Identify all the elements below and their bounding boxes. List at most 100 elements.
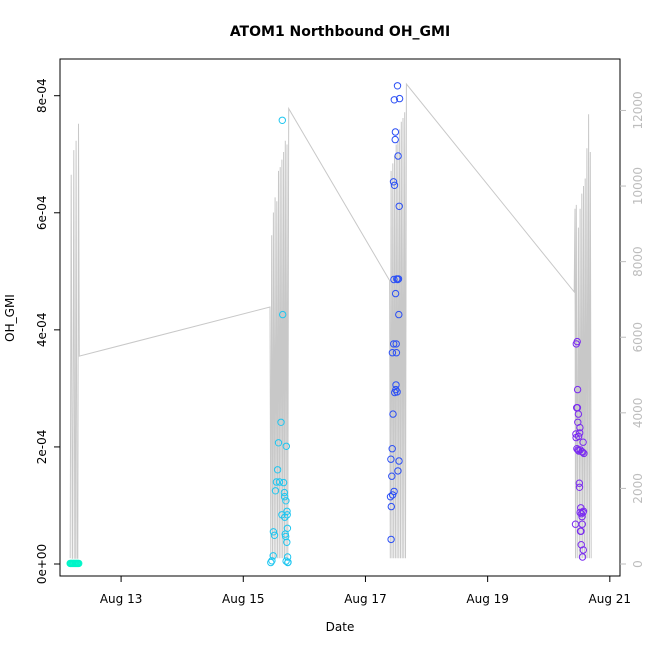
y2-tick-label: 10000 — [631, 167, 645, 205]
data-point — [578, 520, 586, 528]
data-point — [275, 478, 284, 486]
chart-title: ATOM1 Northbound OH_GMI — [230, 24, 450, 40]
y2-tick-label: 12000 — [631, 91, 645, 129]
data-point — [395, 202, 403, 211]
data-point — [579, 438, 587, 446]
data-point — [391, 128, 400, 136]
y2-tick-label: 4000 — [631, 398, 645, 429]
data-point — [391, 289, 400, 298]
data-point — [274, 439, 283, 447]
x-tick-label: Aug 21 — [589, 592, 632, 606]
y-axis: 0e+00 2e-04 4e-04 6e-04 8e-04 — [35, 78, 60, 584]
data-point — [267, 558, 275, 567]
data-point — [392, 381, 400, 389]
data-point — [283, 524, 292, 532]
data-point — [392, 349, 401, 357]
data-point — [394, 275, 402, 284]
data-point — [395, 310, 403, 319]
data-point — [389, 178, 398, 186]
data-point — [576, 508, 584, 517]
plot-frame — [59, 58, 621, 577]
data-point — [575, 483, 584, 491]
data-point — [283, 553, 292, 561]
data-point — [388, 491, 397, 499]
y2-tick-label: 8000 — [631, 246, 645, 277]
data-point — [388, 445, 396, 453]
y-axis-label: OH_GMI — [3, 294, 17, 342]
data-point — [574, 410, 583, 418]
data-point — [579, 448, 587, 456]
data-point — [269, 552, 277, 560]
y-tick-label: 8e-04 — [35, 78, 49, 113]
x-axis: Aug 13 Aug 15 Aug 17 Aug 19 Aug 21 — [100, 575, 632, 606]
data-point — [573, 385, 582, 394]
data-point — [393, 388, 401, 396]
x-tick-label: Aug 13 — [100, 592, 143, 606]
data-point — [269, 528, 278, 536]
y2-tick-label: 0 — [631, 560, 645, 568]
data-point — [395, 457, 403, 465]
data-point — [282, 442, 290, 450]
data-point — [579, 507, 588, 515]
y-tick-label: 4e-04 — [35, 313, 49, 348]
data-point — [394, 467, 402, 475]
data-point — [280, 488, 289, 497]
data-point — [577, 510, 586, 518]
y-tick-label: 6e-04 — [35, 195, 49, 230]
data-point — [574, 432, 583, 441]
data-point — [576, 423, 584, 432]
data-point — [388, 349, 397, 357]
data-point — [579, 546, 587, 554]
data-point — [268, 557, 276, 565]
data-point — [574, 446, 582, 454]
data-point — [387, 455, 395, 463]
data-point — [283, 507, 291, 515]
data-point — [578, 447, 586, 456]
data-point — [390, 96, 398, 104]
data-point — [75, 559, 83, 568]
x-tick-label: Aug 19 — [466, 592, 509, 606]
y-tick-label: 0e+00 — [35, 544, 49, 584]
data-point — [395, 94, 404, 103]
data-point — [390, 487, 398, 496]
data-point — [393, 82, 402, 90]
data-point — [394, 275, 403, 283]
x-tick-label: Aug 15 — [222, 592, 265, 606]
data-point — [394, 152, 402, 160]
y2-tick-label: 6000 — [631, 322, 645, 353]
data-point — [279, 310, 287, 319]
data-point — [388, 472, 396, 480]
data-point — [284, 558, 292, 566]
data-point — [272, 478, 281, 486]
data-point — [575, 479, 583, 487]
data-point — [283, 511, 291, 519]
altitude-line — [69, 82, 592, 559]
data-point — [580, 449, 588, 458]
data-point — [283, 538, 291, 546]
y2-axis: 0 2000 4000 6000 8000 10000 12000 — [620, 91, 645, 568]
data-point — [279, 478, 288, 487]
data-point — [576, 429, 584, 437]
data-point — [386, 493, 395, 501]
x-axis-label: Date — [326, 620, 355, 634]
data-point — [390, 340, 398, 348]
data-point — [278, 116, 286, 125]
data-point — [277, 418, 285, 426]
data-point — [578, 553, 587, 561]
data-point — [387, 535, 395, 544]
altitude-line-layer — [69, 82, 592, 559]
data-point — [390, 181, 399, 190]
data-point — [390, 275, 398, 284]
data-point — [280, 493, 289, 501]
data-point — [573, 337, 581, 346]
data-point — [578, 512, 586, 521]
data-point — [271, 487, 280, 495]
data-point — [387, 502, 395, 511]
data-point — [282, 557, 290, 565]
data-point — [577, 527, 585, 535]
y-tick-label: 2e-04 — [35, 430, 49, 465]
data-point — [270, 531, 279, 539]
y2-tick-label: 2000 — [631, 473, 645, 504]
x-tick-label: Aug 17 — [344, 592, 387, 606]
